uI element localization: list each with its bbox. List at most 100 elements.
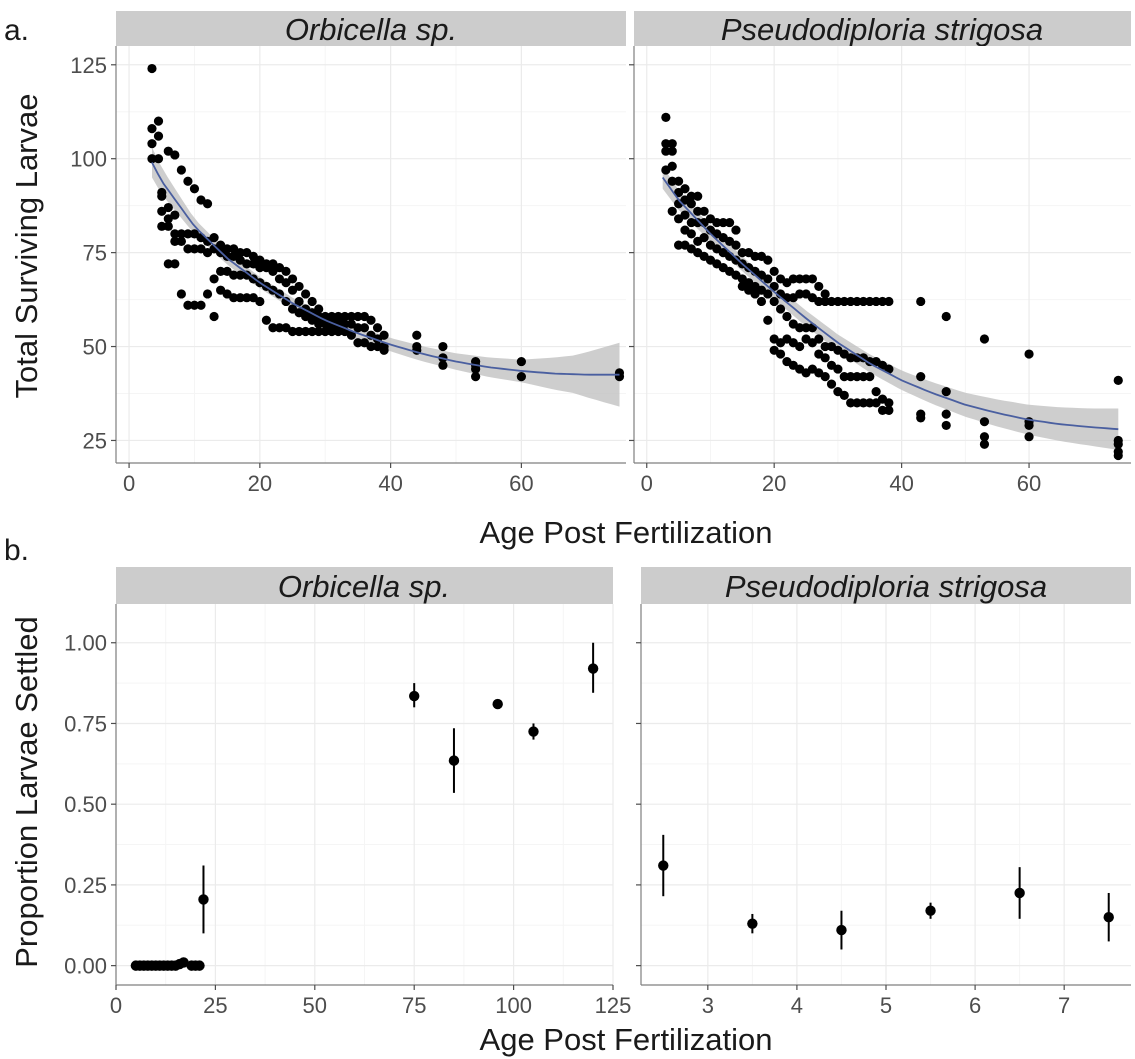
data-point — [353, 338, 363, 348]
data-point — [153, 154, 164, 164]
data-point — [877, 296, 888, 307]
data-point — [178, 957, 189, 968]
data-point — [979, 334, 990, 344]
data-point — [658, 860, 669, 871]
data-point — [747, 918, 758, 929]
data-point — [516, 371, 526, 382]
data-point — [941, 420, 951, 431]
data-point — [170, 236, 180, 246]
data-point — [979, 417, 990, 427]
data-point — [268, 323, 278, 333]
data-point — [340, 311, 350, 322]
x-tick-label: 4 — [791, 993, 803, 1018]
data-point — [865, 371, 875, 382]
data-point — [667, 206, 677, 216]
data-point — [346, 330, 356, 340]
data-point — [202, 289, 213, 299]
data-point — [222, 244, 232, 254]
data-point — [782, 311, 792, 322]
data-point — [229, 293, 239, 303]
data-point — [1113, 375, 1123, 385]
x-axis-title-a: Age Post Fertilization — [480, 515, 773, 550]
data-point — [979, 439, 990, 449]
confidence-ribbon — [662, 166, 1119, 450]
data-point — [1024, 420, 1034, 431]
data-point — [693, 217, 703, 228]
data-point — [1103, 911, 1114, 923]
data-point — [846, 296, 856, 307]
panel-b-orbicella: 0 25 50 75 100 125 0.00 0.25 0.50 0.75 1.00 — [64, 604, 631, 1018]
data-point — [294, 326, 304, 337]
x-tick-label: 50 — [303, 993, 327, 1018]
data-point — [807, 323, 818, 333]
data-point — [839, 296, 849, 307]
data-point — [176, 236, 186, 246]
data-point — [372, 323, 383, 333]
data-point — [852, 353, 862, 363]
data-point — [183, 300, 193, 310]
data-point — [731, 240, 741, 250]
data-point — [686, 191, 696, 201]
smooth-fit-line — [151, 162, 620, 376]
facet-label-b-right: Pseudodiploria strigosa — [725, 569, 1047, 604]
x-tick-label: 0 — [110, 993, 122, 1018]
data-point — [147, 63, 157, 74]
data-point — [307, 296, 317, 307]
data-point — [667, 161, 677, 171]
data-point — [686, 199, 696, 209]
x-tick-label: 40 — [378, 471, 402, 496]
data-point — [667, 146, 677, 156]
data-point — [820, 371, 830, 382]
x-tick-label: 75 — [402, 993, 426, 1018]
data-point — [820, 296, 830, 307]
data-point — [157, 221, 167, 231]
data-point — [147, 139, 157, 149]
x-tick-label: 7 — [1058, 993, 1070, 1018]
panel-a-orbicella: 0 20 40 60 25 50 75 100 125 — [70, 46, 626, 496]
data-point — [614, 371, 625, 382]
data-point — [314, 304, 324, 314]
y-axis-title-a: Total Surviving Larvae — [9, 94, 44, 399]
data-point — [820, 289, 830, 299]
x-tick-label: 5 — [880, 993, 892, 1018]
data-point — [865, 398, 875, 408]
data-point — [852, 371, 862, 382]
data-point — [769, 281, 779, 292]
data-point — [1113, 450, 1123, 461]
data-point — [871, 296, 881, 307]
data-point — [301, 289, 311, 299]
x-tick-label: 20 — [248, 471, 272, 496]
x-tick-label: 0 — [123, 471, 135, 496]
data-point — [852, 398, 862, 408]
data-point — [409, 690, 420, 702]
data-point — [661, 146, 671, 156]
data-point — [925, 905, 936, 916]
data-point — [731, 225, 741, 235]
data-point — [412, 330, 422, 340]
data-point — [163, 221, 173, 231]
data-point — [261, 315, 271, 325]
data-point — [1024, 432, 1034, 442]
data-point — [170, 150, 180, 160]
data-point — [366, 341, 376, 352]
data-point — [183, 176, 193, 186]
data-point — [183, 229, 193, 239]
data-point — [884, 296, 894, 307]
y-tick-label: 0.00 — [64, 954, 107, 979]
y-tick-label: 125 — [70, 53, 107, 78]
x-tick-label: 60 — [509, 471, 533, 496]
data-point — [795, 341, 805, 352]
y-tick-label: 100 — [70, 147, 107, 172]
panel-a-tag: a. — [4, 14, 29, 47]
x-tick-label: 20 — [762, 471, 786, 496]
data-point — [674, 176, 684, 186]
data-point — [941, 387, 951, 397]
data-point — [379, 330, 389, 340]
y-tick-label: 0.25 — [64, 873, 107, 898]
data-point — [346, 311, 356, 322]
x-tick-label: 100 — [495, 993, 532, 1018]
data-point — [686, 229, 696, 239]
data-point — [198, 894, 209, 905]
facet-label-a-right: Pseudodiploria strigosa — [721, 12, 1043, 47]
